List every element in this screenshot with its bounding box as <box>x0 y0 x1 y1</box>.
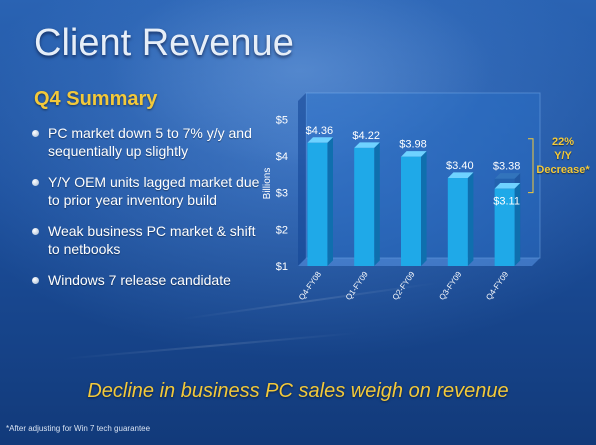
chart-side-wall <box>298 93 306 266</box>
ghost-value-label: $3.38 <box>493 161 521 173</box>
bullet-dot-icon <box>32 277 39 284</box>
y-tick-label: $4 <box>276 151 288 163</box>
bar-value-label: $3.98 <box>399 139 427 151</box>
bullet-text: Weak business PC market & shift to netbo… <box>48 223 256 257</box>
bullet-text: Windows 7 release candidate <box>48 272 231 288</box>
callout-percent: 22% <box>551 136 575 148</box>
bar-side <box>374 142 380 266</box>
x-tick-label: Q3-FY09 <box>437 270 463 302</box>
bar <box>401 156 421 266</box>
bullet-item: Weak business PC market & shift to netbo… <box>30 222 270 258</box>
bar-side <box>467 172 474 266</box>
bullet-item: Y/Y OEM units lagged market due to prior… <box>30 173 270 209</box>
y-tick-label: $2 <box>276 224 288 236</box>
bar-side <box>421 151 427 266</box>
bar-ghost-top <box>494 173 521 179</box>
bar <box>447 178 468 266</box>
slide-subtitle: Q4 Summary <box>34 88 158 110</box>
bar <box>494 188 515 266</box>
bullet-item: PC market down 5 to 7% y/y and sequentia… <box>30 124 270 160</box>
callout-bracket <box>528 138 534 194</box>
callout-yy: Y/Y <box>554 150 572 162</box>
slide-footnote: *After adjusting for Win 7 tech guarante… <box>6 424 151 433</box>
bar-value-label: $3.11 <box>493 196 520 208</box>
y-tick-label: $3 <box>276 188 288 200</box>
x-tick-label: Q4-FY09 <box>484 270 510 302</box>
bullet-text: PC market down 5 to 7% y/y and sequentia… <box>48 125 252 159</box>
bar-side <box>327 137 333 266</box>
bar-value-label: $4.22 <box>352 130 380 142</box>
y-axis-label: Billions <box>262 168 273 200</box>
bullet-dot-icon <box>32 228 39 235</box>
decrease-callout: 22% Y/Y Decrease* <box>534 135 592 177</box>
bar-value-label: $3.40 <box>446 160 474 172</box>
bullet-dot-icon <box>32 130 39 137</box>
x-tick-label: Q2-FY09 <box>391 270 417 302</box>
bar <box>354 147 375 266</box>
bar-value-label: $4.36 <box>306 125 334 137</box>
bar <box>307 142 328 266</box>
slide-tagline: Decline in business PC sales weigh on re… <box>87 380 509 402</box>
callout-decrease: Decrease* <box>536 164 590 176</box>
x-tick-label: Q1-FY09 <box>344 270 370 302</box>
slide-title: Client Revenue <box>34 22 294 64</box>
y-tick-label: $1 <box>276 261 288 273</box>
bar-top <box>447 172 474 178</box>
bar-top <box>494 183 521 189</box>
bullet-text: Y/Y OEM units lagged market due to prior… <box>48 174 260 208</box>
bar-top <box>307 137 333 143</box>
bullet-dot-icon <box>32 179 39 186</box>
bullet-item: Windows 7 release candidate <box>30 271 270 289</box>
y-tick-label: $5 <box>276 114 288 126</box>
x-tick-label: Q4-FY08 <box>297 270 323 302</box>
bar-side <box>514 183 521 266</box>
bar-top <box>401 151 427 157</box>
bar-top <box>354 142 380 148</box>
bullet-list: PC market down 5 to 7% y/y and sequentia… <box>30 124 270 302</box>
